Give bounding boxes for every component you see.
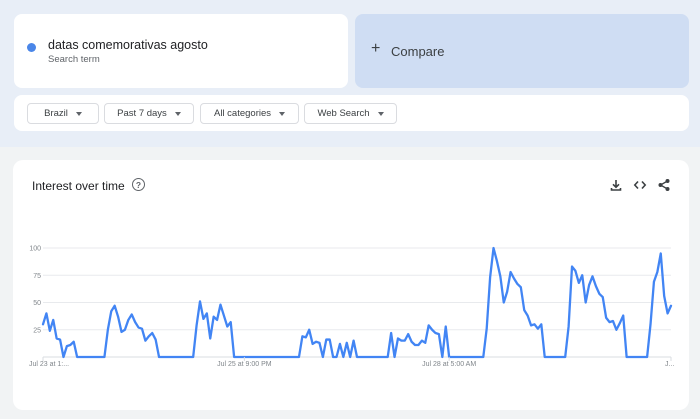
search-term-name[interactable]: datas comemorativas agosto bbox=[48, 38, 208, 52]
share-icon[interactable] bbox=[657, 178, 671, 192]
filters-bar: Brazil Past 7 days All categories Web Se… bbox=[14, 95, 689, 131]
chevron-down-icon bbox=[174, 111, 181, 116]
series-color-dot bbox=[27, 43, 36, 52]
x-tick-label: Jul 25 at 9:00 PM bbox=[217, 361, 272, 368]
search-type-filter-dropdown[interactable]: Web Search bbox=[304, 103, 397, 124]
x-tick-label: Jul 28 at 5:00 AM bbox=[422, 361, 476, 368]
chevron-down-icon bbox=[75, 111, 82, 116]
search-term-card[interactable]: datas comemorativas agosto Search term bbox=[14, 14, 348, 88]
compare-label: Compare bbox=[391, 44, 445, 59]
chevron-down-icon bbox=[377, 111, 384, 116]
x-tick-label: J... bbox=[665, 361, 674, 368]
region-filter-label: Brazil bbox=[44, 108, 68, 119]
region-filter-dropdown[interactable]: Brazil bbox=[27, 103, 99, 124]
x-tick-label: Jul 23 at 1:... bbox=[29, 361, 69, 368]
interest-over-time-card: Interest over time ? 25 50 75 100 Jul 23 at… bbox=[13, 160, 689, 410]
download-icon[interactable] bbox=[609, 178, 623, 192]
category-filter-label: All categories bbox=[213, 108, 272, 119]
interest-line-chart: 25 50 75 100 Jul 23 at 1:... Jul 25 at 9:00 … bbox=[29, 246, 674, 369]
compare-button[interactable]: + Compare bbox=[355, 14, 689, 88]
help-icon[interactable]: ? bbox=[132, 178, 145, 191]
chevron-down-icon bbox=[279, 111, 286, 116]
chart-title: Interest over time bbox=[32, 179, 125, 193]
time-range-filter-label: Past 7 days bbox=[117, 108, 167, 119]
search-type-filter-label: Web Search bbox=[317, 108, 370, 119]
plus-icon: + bbox=[371, 40, 381, 57]
y-tick-label: 50 bbox=[33, 300, 41, 307]
series-line bbox=[41, 246, 673, 359]
search-term-subtitle: Search term bbox=[48, 54, 100, 65]
y-tick-label: 25 bbox=[33, 327, 41, 334]
category-filter-dropdown[interactable]: All categories bbox=[200, 103, 299, 124]
y-tick-label: 100 bbox=[29, 246, 41, 253]
time-range-filter-dropdown[interactable]: Past 7 days bbox=[104, 103, 194, 124]
y-tick-label: 75 bbox=[33, 273, 41, 280]
embed-icon[interactable] bbox=[633, 178, 647, 192]
